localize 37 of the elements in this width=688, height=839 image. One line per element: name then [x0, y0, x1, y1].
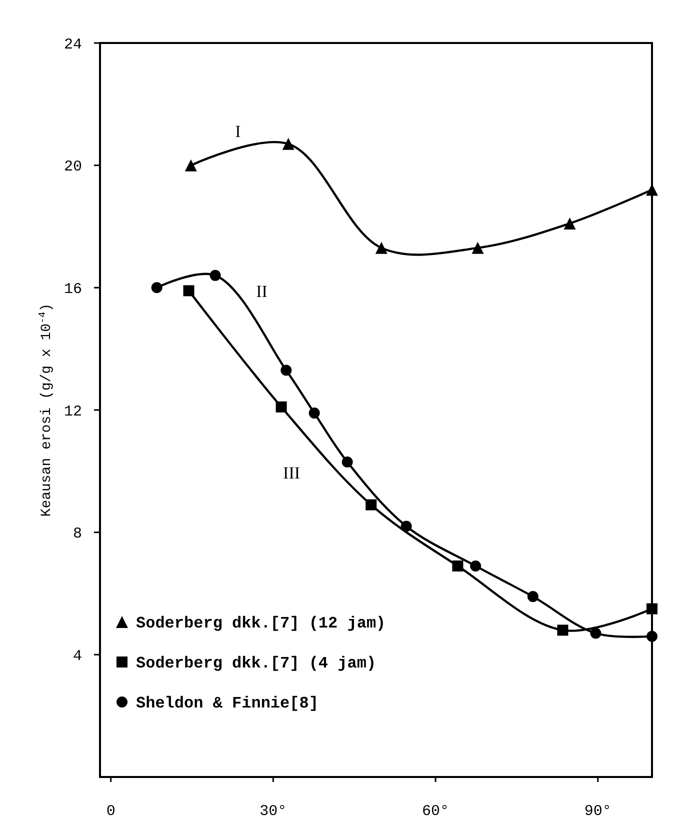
legend-label: Sheldon & Finnie[8] — [136, 694, 318, 713]
point — [472, 242, 484, 254]
point — [646, 630, 658, 642]
y-tick-label: 20 — [64, 158, 82, 176]
y-tick-label: 12 — [64, 403, 82, 420]
point — [470, 560, 482, 572]
point — [527, 591, 538, 602]
x-tick-label: 90° — [584, 803, 612, 820]
point — [308, 408, 320, 419]
point — [210, 270, 221, 281]
x-tick-label: 0 — [106, 803, 116, 820]
legend-label: Soderberg dkk.[7] (4 jam) — [136, 654, 376, 673]
annotation: II — [256, 282, 268, 302]
point — [400, 520, 412, 532]
point — [183, 285, 194, 296]
x-tick-label: 60° — [422, 803, 450, 820]
y-tick-label: 16 — [64, 280, 82, 298]
point — [151, 282, 162, 294]
point — [452, 560, 464, 572]
y-tick-label: 4 — [72, 648, 82, 665]
point — [366, 499, 377, 510]
point — [590, 628, 602, 639]
point — [276, 401, 287, 412]
point — [557, 624, 568, 636]
annotation: III — [283, 463, 300, 482]
legend-label: Soderberg dkk.[7] (12 jam) — [136, 614, 386, 633]
point — [564, 217, 576, 230]
point — [280, 364, 292, 376]
y-tick-label: 8 — [72, 526, 82, 543]
annotation: I — [235, 122, 242, 142]
y-tick-label: 24 — [64, 36, 82, 54]
point — [646, 603, 658, 614]
x-tick-label: 30° — [260, 803, 287, 820]
point — [375, 242, 388, 254]
point — [184, 159, 197, 172]
point — [282, 138, 294, 150]
point — [342, 456, 353, 468]
